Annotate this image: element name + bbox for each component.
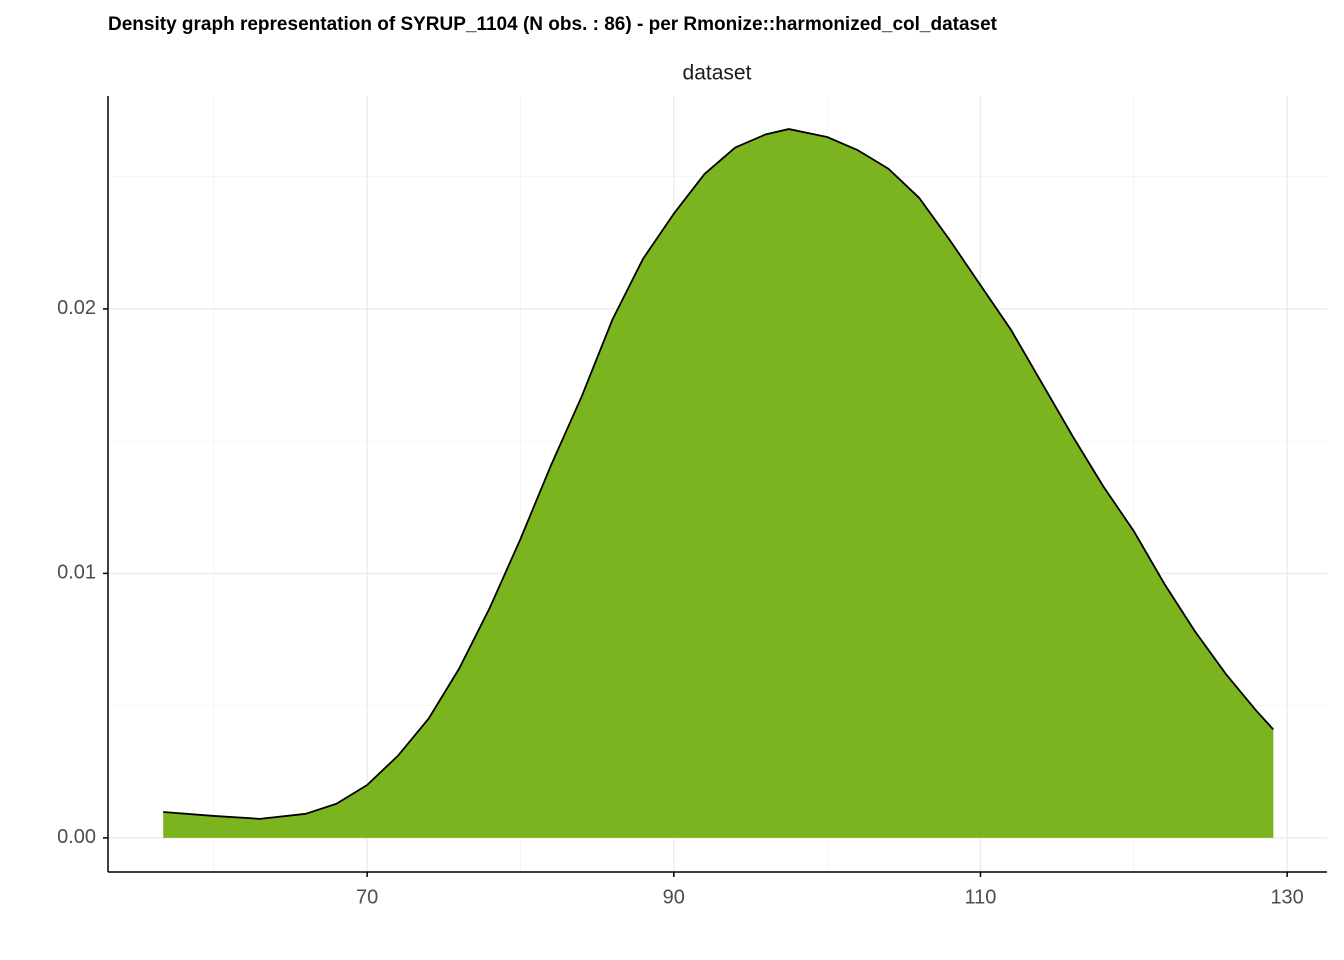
- x-tick-label: 90: [663, 886, 685, 908]
- x-tick-label: 130: [1270, 886, 1303, 908]
- y-tick-label: 0.00: [57, 826, 96, 848]
- y-tick-label: 0.02: [57, 297, 96, 319]
- chart-title: Density graph representation of SYRUP_11…: [108, 14, 998, 35]
- strip-label: dataset: [683, 62, 752, 85]
- x-tick-label: 70: [356, 886, 378, 908]
- density-line: [163, 128, 1274, 820]
- density-area: [163, 129, 1274, 838]
- x-tick-label: 110: [965, 886, 997, 908]
- y-tick-label: 0.01: [57, 562, 96, 584]
